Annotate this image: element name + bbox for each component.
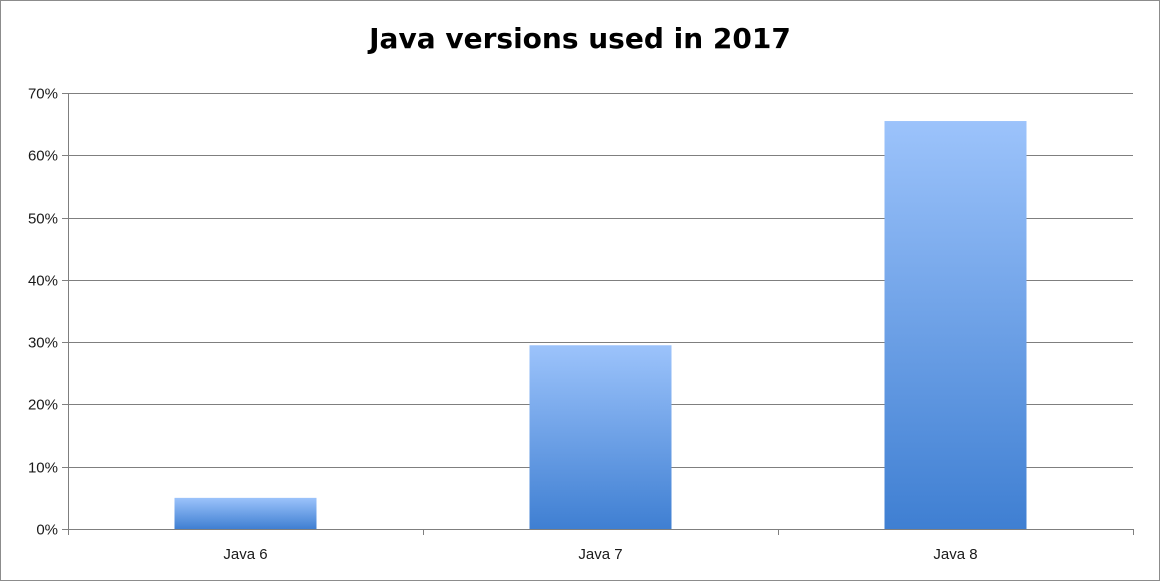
bar-java-8	[884, 121, 1027, 530]
tick-labels: 0% 10% 20% 30% 40% 50% 60% 70% Java 6 Java 7 Java …	[28, 86, 978, 564]
y-tick-label: 40%	[28, 273, 58, 290]
y-tick-label: 20%	[28, 397, 58, 414]
y-tick-label: 10%	[28, 460, 58, 477]
y-tick-label: 0%	[36, 522, 58, 539]
y-tick-label: 30%	[28, 335, 58, 352]
x-tick-label: Java 7	[578, 546, 622, 563]
y-tick-label: 60%	[28, 148, 58, 165]
axes	[62, 93, 1134, 535]
bar-java-7	[529, 345, 672, 529]
bar-java-6	[174, 497, 317, 529]
chart-title: Java versions used in 2017	[369, 22, 791, 55]
x-tick-label: Java 6	[223, 546, 267, 563]
bars	[174, 121, 1027, 530]
x-tick-label: Java 8	[933, 546, 977, 563]
y-tick-label: 50%	[28, 211, 58, 228]
y-tick-label: 70%	[28, 86, 58, 103]
